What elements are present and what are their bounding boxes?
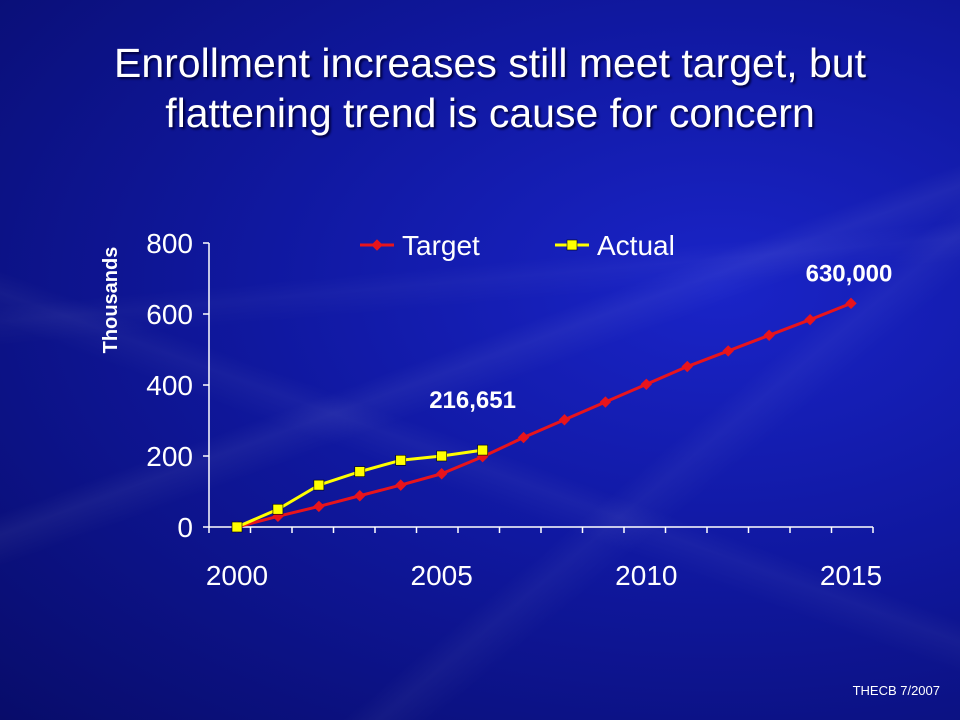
footer-credit: THECB 7/2007 xyxy=(852,683,940,698)
target-data-point xyxy=(640,378,653,390)
target-data-point xyxy=(845,297,857,310)
target-data-point xyxy=(435,468,448,480)
target-data-point xyxy=(517,431,530,444)
actual-data-point xyxy=(477,444,488,456)
y-tick-label: 200 xyxy=(146,441,193,472)
y-tick-label: 600 xyxy=(146,299,193,330)
legend-actual-label: Actual xyxy=(597,230,675,261)
target-data-point xyxy=(558,414,571,426)
target-data-point xyxy=(763,329,775,342)
target-data-point xyxy=(681,360,693,373)
target-data-point xyxy=(804,313,816,326)
actual-data-point xyxy=(436,450,447,462)
actual-data-point xyxy=(313,479,325,491)
data-annotation-label: 216,651 xyxy=(429,387,516,414)
actual-data-point xyxy=(231,521,243,533)
legend-target-label: Target xyxy=(402,230,480,261)
actual-data-point xyxy=(272,503,284,515)
y-tick-label: 0 xyxy=(177,512,193,543)
target-data-point xyxy=(599,396,612,408)
x-tick-label: 2010 xyxy=(615,560,677,591)
actual-data-point xyxy=(395,454,407,466)
slide-title: Enrollment increases still meet target, … xyxy=(40,38,940,138)
x-tick-label: 2000 xyxy=(206,560,268,591)
target-data-point xyxy=(313,500,325,513)
y-tick-label: 800 xyxy=(146,228,193,259)
target-data-point xyxy=(272,510,284,523)
target-data-point xyxy=(395,479,407,491)
x-tick-label: 2015 xyxy=(820,560,882,591)
x-tick-label: 2005 xyxy=(411,560,473,591)
target-series-line xyxy=(236,301,852,529)
target-data-point xyxy=(722,345,734,357)
data-annotation-label: 630,000 xyxy=(806,260,893,287)
legend-actual-swatch-marker xyxy=(566,239,578,251)
y-axis-label: Thousands xyxy=(100,247,122,354)
slide-title-line-1: Enrollment increases still meet target, … xyxy=(114,40,866,86)
legend-target-swatch-marker xyxy=(371,239,383,251)
actual-data-point xyxy=(354,466,366,477)
slide-title-line-2: flattening trend is cause for concern xyxy=(165,90,815,136)
target-data-point xyxy=(354,490,366,502)
y-tick-label: 400 xyxy=(146,370,193,401)
